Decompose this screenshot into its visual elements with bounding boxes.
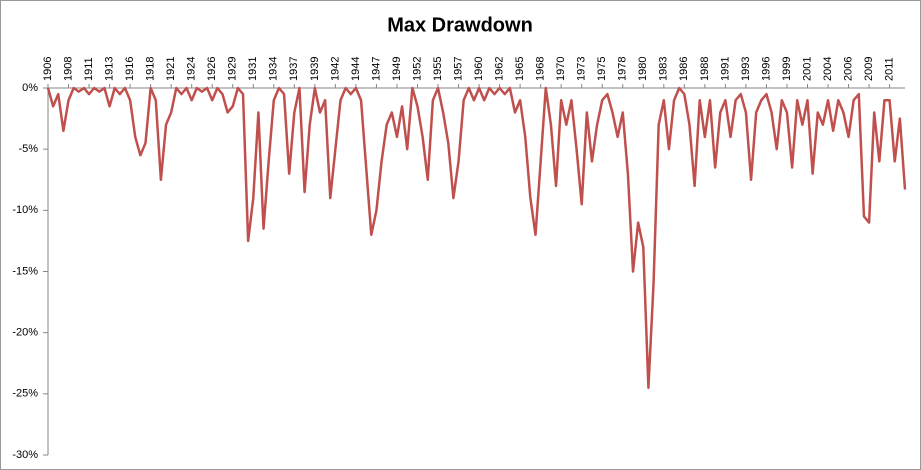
x-tick-label: 2011 [884,57,896,81]
x-tick-label: 1937 [288,57,300,81]
x-tick-label: 1906 [42,57,54,81]
y-tick-label: -5% [18,143,38,155]
y-tick-label: -20% [12,327,38,339]
x-tick-label: 1934 [268,57,280,81]
x-tick-label: 1916 [124,57,136,81]
x-tick-label: 1978 [617,57,629,81]
x-tick-label: 1944 [350,57,362,81]
x-tick-label: 1929 [227,57,239,81]
y-tick-label: 0% [22,82,38,94]
x-tick-label: 1968 [535,57,547,81]
x-tick-label: 1931 [247,57,259,81]
y-tick-label: -15% [12,265,38,277]
x-tick-label: 1913 [103,57,115,81]
x-tick-label: 1962 [493,57,505,81]
x-tick-label: 1965 [514,57,526,81]
x-tick-label: 1947 [370,57,382,81]
x-tick-label: 1970 [555,57,567,81]
x-tick-label: 1975 [596,57,608,81]
x-tick-label: 1952 [411,57,423,81]
x-tick-label: 1957 [452,57,464,81]
x-tick-label: 2009 [863,57,875,81]
y-tick-label: -10% [12,204,38,216]
line-series [46,86,907,389]
x-tick-label: 1973 [576,57,588,81]
x-tick-label: 1908 [62,57,74,81]
x-tick-label: 2006 [842,57,854,81]
x-tick-label: 1918 [145,57,157,81]
x-tick-label: 1921 [165,57,177,81]
y-tick-label: -25% [12,388,38,400]
y-tick-label: -30% [12,449,38,461]
x-tick-label: 2004 [822,57,834,81]
x-tick-label: 1986 [678,57,690,81]
x-tick-label: 1960 [473,57,485,81]
x-tick-label: 1991 [719,57,731,81]
x-tick-label: 1996 [760,57,772,81]
x-tick-label: 1942 [329,57,341,81]
chart-title: Max Drawdown [387,14,533,36]
x-tick-label: 1999 [781,57,793,81]
x-tick-label: 1949 [391,57,403,81]
x-tick-label: 1955 [432,57,444,81]
x-tick-label: 1939 [309,57,321,81]
x-tick-label: 1911 [83,57,95,81]
x-tick-label: 1983 [658,57,670,81]
x-tick-label: 1924 [186,57,198,81]
x-tick-label: 2001 [801,57,813,81]
x-tick-label: 1988 [699,57,711,81]
x-tick-label: 1980 [637,57,649,81]
x-tick-label: 1993 [740,57,752,81]
x-tick-label: 1926 [206,57,218,81]
